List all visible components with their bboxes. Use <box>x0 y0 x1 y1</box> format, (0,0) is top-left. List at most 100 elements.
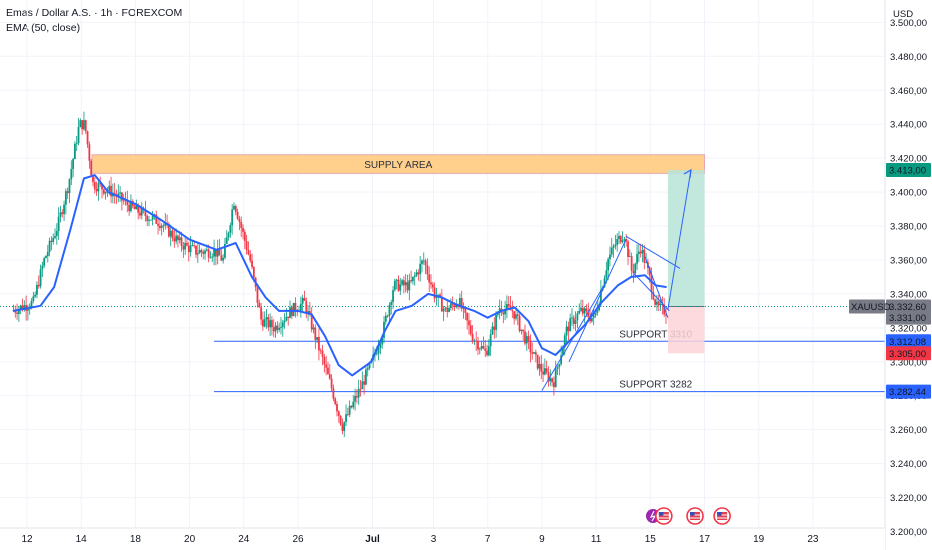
candle-body <box>92 175 94 183</box>
candle-body <box>126 199 129 205</box>
candle-body <box>348 405 351 415</box>
rising-channel-lower[interactable] <box>541 280 608 391</box>
candle-body <box>236 211 239 219</box>
projection-arrow-head <box>683 168 692 179</box>
candle-body <box>562 347 564 356</box>
candle-body <box>560 355 563 365</box>
ema-50-line[interactable] <box>13 174 667 377</box>
wedge-line[interactable] <box>644 256 669 318</box>
candle-body <box>63 204 65 215</box>
candle-body <box>310 314 313 330</box>
candle-body <box>354 396 356 402</box>
candle-body <box>151 215 154 220</box>
candle-body <box>652 292 655 300</box>
candle-body <box>578 310 581 314</box>
candle-body <box>621 240 624 243</box>
candle-body <box>229 225 232 233</box>
candle-body <box>383 321 385 338</box>
projection-arrow-line[interactable] <box>667 169 692 310</box>
candle-body <box>139 212 141 216</box>
candle-body <box>637 251 640 255</box>
candle-body <box>32 296 35 302</box>
candle-body <box>321 350 324 357</box>
candle-body <box>205 249 208 251</box>
candle-body <box>366 368 369 370</box>
candle-body <box>518 315 521 331</box>
candle-body <box>169 230 172 237</box>
triangle-upper-line[interactable] <box>625 235 681 269</box>
candle-body <box>271 320 273 328</box>
candle-body <box>121 192 123 201</box>
time-tick-label: 20 <box>184 534 196 545</box>
target-zone[interactable] <box>667 170 705 307</box>
support-levels: SUPPORT 3310 SUPPORT 3282 <box>213 329 885 393</box>
stop-zone[interactable] <box>667 306 705 354</box>
candle-body <box>368 362 371 369</box>
candle-body <box>336 403 338 412</box>
candle-body <box>285 316 288 321</box>
candle-body <box>590 318 593 322</box>
candle-body <box>299 303 302 311</box>
indicator-label[interactable]: EMA (50, close) <box>6 22 81 34</box>
candle-body <box>238 218 241 222</box>
candle-body <box>68 179 71 194</box>
candle-body <box>46 251 49 257</box>
candle-body <box>439 294 441 297</box>
candle-body <box>234 205 237 212</box>
candle-body <box>433 287 436 299</box>
candle-body <box>641 249 644 254</box>
currency-label[interactable]: USD <box>893 9 913 20</box>
candle-body <box>95 189 98 192</box>
candle-body <box>30 301 33 308</box>
candle-body <box>643 249 646 263</box>
candle-body <box>36 284 38 295</box>
candle-body <box>619 235 622 243</box>
candle-body <box>534 352 537 355</box>
candle-body <box>496 313 499 315</box>
candle-body <box>39 269 42 287</box>
candle-body <box>337 411 340 416</box>
candle-body <box>231 209 234 226</box>
candle-body <box>249 254 252 261</box>
price-tick-label: 3.440,00 <box>890 120 927 131</box>
time-tick-label: 24 <box>238 534 250 545</box>
candle-body <box>258 302 261 308</box>
candle-body <box>64 191 67 205</box>
candle-body <box>428 274 431 283</box>
rising-channel-upper[interactable] <box>568 239 627 363</box>
trend-drawings <box>541 168 692 391</box>
candle-body <box>243 231 246 242</box>
candle-body <box>363 381 366 385</box>
candle-body <box>108 185 111 191</box>
price-tick-label: 3.360,00 <box>890 255 927 266</box>
candle-body <box>225 237 228 244</box>
candle-body <box>222 257 225 261</box>
candle-body <box>251 260 253 268</box>
candle-body <box>155 214 158 224</box>
candle-body <box>318 336 320 351</box>
price-label-text: 3.312,08 <box>889 337 926 348</box>
candle-body <box>79 120 82 128</box>
candle-body <box>314 327 317 340</box>
candle-body <box>242 227 244 232</box>
candle-body <box>489 334 492 347</box>
supply-area-zone: SUPPLY AREA <box>91 154 706 174</box>
candle-body <box>442 308 445 312</box>
candle-body <box>459 298 461 307</box>
candle-body <box>390 302 393 305</box>
candle-body <box>202 251 205 254</box>
price-label-box <box>886 299 931 314</box>
candle-body <box>583 308 586 314</box>
candle-body <box>421 260 423 264</box>
price-tick-label: 3.460,00 <box>890 86 927 97</box>
candle-body <box>630 256 633 271</box>
candle-body <box>610 247 613 255</box>
candle-body <box>301 297 304 304</box>
candle-body <box>580 307 582 311</box>
candle-body <box>173 238 176 242</box>
event-markers <box>646 507 731 525</box>
candle-body <box>158 225 161 228</box>
candle-body <box>399 284 402 291</box>
candle-body <box>177 235 179 241</box>
